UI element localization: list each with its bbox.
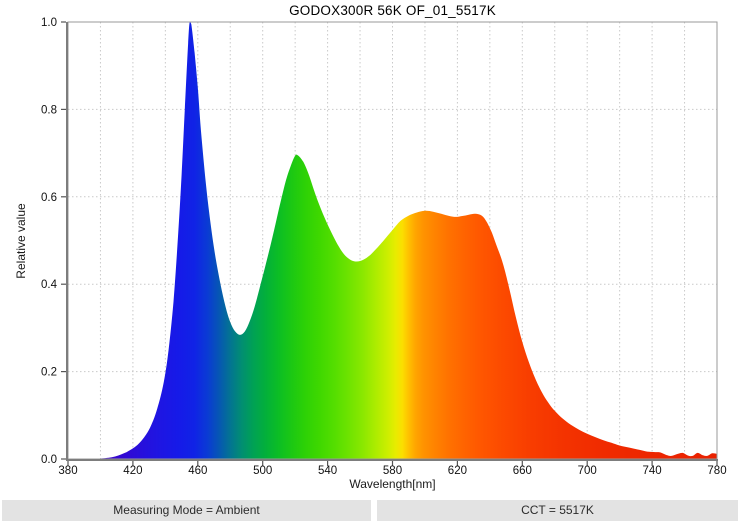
x-tick-label: 420 [123,465,142,477]
x-tick-label: 620 [448,465,467,477]
x-tick-label: 580 [383,465,402,477]
x-axis-title: Wavelength[nm] [349,477,436,491]
x-tick-label: 460 [188,465,207,477]
status-measuring-mode: Measuring Mode = Ambient [2,500,371,521]
x-tick-label: 740 [643,465,662,477]
x-tick-label: 660 [513,465,532,477]
y-tick-label: 0.8 [41,104,57,116]
x-tick-label: 780 [707,465,726,477]
spectral-power-area [68,22,717,460]
chart-title: GODOX300R 56K OF_01_5517K [289,3,496,18]
y-tick-label: 0.2 [41,367,57,379]
y-tick-label: 0.4 [41,279,58,291]
x-tick-label: 700 [578,465,597,477]
tick-labels: 380 420 460 500 540 580 620 660 700 740 780 0.0 0.2 0… [41,17,727,477]
y-tick-label: 0.6 [41,192,57,204]
axes [66,22,718,461]
y-tick-label: 1.0 [41,17,57,29]
status-cct: CCT = 5517K [377,500,738,521]
x-tick-label: 540 [318,465,337,477]
tick-marks [61,21,718,466]
x-tick-label: 500 [253,465,272,477]
y-tick-label: 0.0 [41,454,57,466]
x-tick-label: 380 [58,465,77,477]
spectrum-plot: 380 420 460 500 540 580 620 660 700 740 780 0.0 0.2 0… [41,17,727,477]
